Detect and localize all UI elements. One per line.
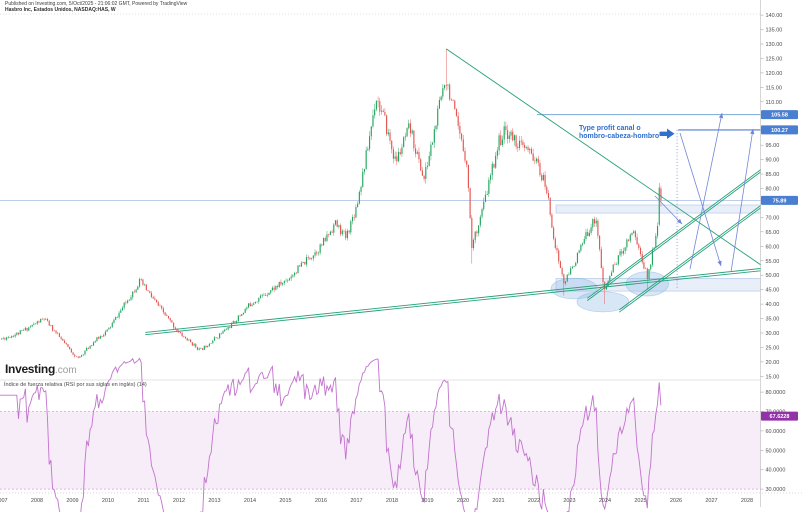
arrow-head-icon [750, 129, 755, 135]
scenario-arrow[interactable] [654, 195, 683, 225]
price-tick-label: 40.00 [766, 302, 780, 308]
price-tick-label: 35.00 [766, 317, 780, 323]
arrow-head-icon [718, 113, 724, 119]
zone-rect[interactable] [555, 204, 797, 214]
price-pane [0, 48, 802, 359]
rsi-tick-label: 40.0000 [766, 468, 786, 474]
year-tick-label: 2025 [634, 498, 646, 504]
year-tick-label: 2011 [138, 498, 150, 504]
svg-text:100.27: 100.27 [771, 128, 788, 134]
price-tick-label: 110.00 [766, 100, 782, 106]
scenario-arrow[interactable] [730, 128, 754, 273]
price-tick-label: 30.00 [766, 331, 780, 337]
year-tick-label: 2018 [386, 498, 398, 504]
analyst-annotation: Type profit canal o hombro-cabeza-hombro [579, 125, 659, 140]
price-tick-label: 65.00 [766, 230, 780, 236]
price-tick-label: 135.00 [766, 28, 783, 34]
svg-text:75.89: 75.89 [773, 198, 787, 204]
time-axis[interactable]: 2007 2008 2009 2010 2011 2012 2013 2014 2015 2016… [0, 498, 753, 504]
trendlines-layer [145, 48, 802, 336]
price-tick-label: 20.00 [766, 360, 780, 366]
price-tick-label: 85.00 [766, 172, 780, 178]
investing-logo: Investing.com [5, 360, 77, 378]
rsi-band [0, 411, 761, 490]
annotation-line-1: Type profit canal o [579, 125, 641, 132]
price-tick-label: 60.00 [766, 244, 780, 250]
trendline-long-term-support[interactable] [145, 264, 802, 333]
price-tick-label: 95.00 [766, 143, 780, 149]
trendline-long-term-support-pair[interactable] [145, 266, 802, 336]
svg-text:105.58: 105.58 [771, 113, 788, 119]
rsi-tick-label: 60.0000 [766, 429, 786, 435]
year-tick-label: 2014 [244, 498, 256, 504]
year-tick-label: 2026 [670, 498, 682, 504]
price-tick-label: 15.00 [766, 374, 780, 380]
year-tick-label: 2016 [315, 498, 327, 504]
year-tick-label: 2027 [705, 498, 717, 504]
year-tick-label: 2023 [563, 498, 575, 504]
year-tick-label: 2021 [492, 498, 504, 504]
price-tag-level-105: 105.58 [761, 110, 798, 120]
price-tick-label: 115.00 [766, 85, 782, 91]
price-tick-label: 120.00 [766, 71, 783, 77]
year-tick-label: 2007 [0, 498, 8, 504]
price-tick-label: 70.00 [766, 215, 780, 221]
rsi-value-tag: 67.6228 [761, 411, 798, 421]
scenario-arrow[interactable] [679, 132, 722, 267]
price-tick-label: 25.00 [766, 345, 780, 351]
trendline-channel-upper-pair[interactable] [586, 137, 802, 301]
rsi-tick-label: 50.0000 [766, 448, 786, 454]
zone-rect[interactable] [555, 278, 797, 292]
price-tag-last-price: 75.89 [761, 195, 798, 205]
low-circle[interactable] [550, 277, 598, 300]
annotation-arrow-icon [659, 128, 675, 139]
trendline-channel-upper[interactable] [586, 135, 802, 299]
trendline-channel-lower-pair[interactable] [618, 173, 802, 313]
year-tick-label: 2009 [66, 498, 78, 504]
price-tick-label: 140.00 [766, 13, 783, 19]
year-tick-label: 2028 [741, 498, 753, 504]
annotation-line-2: hombro-cabeza-hombro [579, 132, 660, 140]
logo-suffix-text: .com [54, 365, 77, 376]
projection-arrows [654, 112, 755, 273]
rsi-tick-label: 30.0000 [766, 487, 786, 493]
year-tick-label: 2017 [350, 498, 362, 504]
price-axis[interactable]: 140.00 135.00 130.00 125.00 120.00 115.00 110.… [760, 13, 799, 493]
year-tick-label: 2019 [421, 498, 433, 504]
year-tick-label: 2013 [208, 498, 220, 504]
year-tick-label: 2012 [173, 498, 185, 504]
price-tick-label: 55.00 [766, 259, 780, 265]
arrow-head-icon [717, 260, 722, 266]
arrow-head-icon [676, 218, 682, 224]
year-tick-label: 2015 [279, 498, 291, 504]
support-resistance-zones [555, 204, 797, 292]
scenario-arrow[interactable] [689, 112, 723, 270]
price-tick-label: 90.00 [766, 158, 780, 164]
rsi-indicator-label: Índice de fuerza relativa (RSI por sus s… [4, 382, 147, 388]
price-tick-label: 50.00 [766, 273, 780, 279]
price-tick-label: 130.00 [766, 42, 783, 48]
candles-layer [0, 48, 662, 359]
price-tick-label: 45.00 [766, 288, 780, 294]
trendline-descending-resistance[interactable] [446, 48, 802, 297]
price-tick-label: 125.00 [766, 56, 783, 62]
year-tick-label: 2008 [31, 498, 43, 504]
svg-text:67.6228: 67.6228 [770, 414, 790, 420]
rsi-tick-label: 80.0000 [766, 390, 786, 396]
year-tick-label: 2022 [528, 498, 540, 504]
rsi-line [0, 357, 662, 512]
price-tag-level-100: 100.27 [761, 125, 798, 135]
rsi-pane [0, 357, 761, 512]
published-line: Published on Investing.com, 5/Oct/2025 -… [5, 1, 188, 7]
year-tick-label: 2010 [102, 498, 114, 504]
symbol-line: Hasbro Inc, Estados Unidos, NASDAQ:HAS, … [5, 7, 116, 13]
year-tick-label: 2024 [599, 498, 611, 504]
price-tick-label: 80.00 [766, 187, 780, 193]
logo-bold-text: Investing [5, 362, 55, 376]
year-tick-label: 2020 [457, 498, 469, 504]
